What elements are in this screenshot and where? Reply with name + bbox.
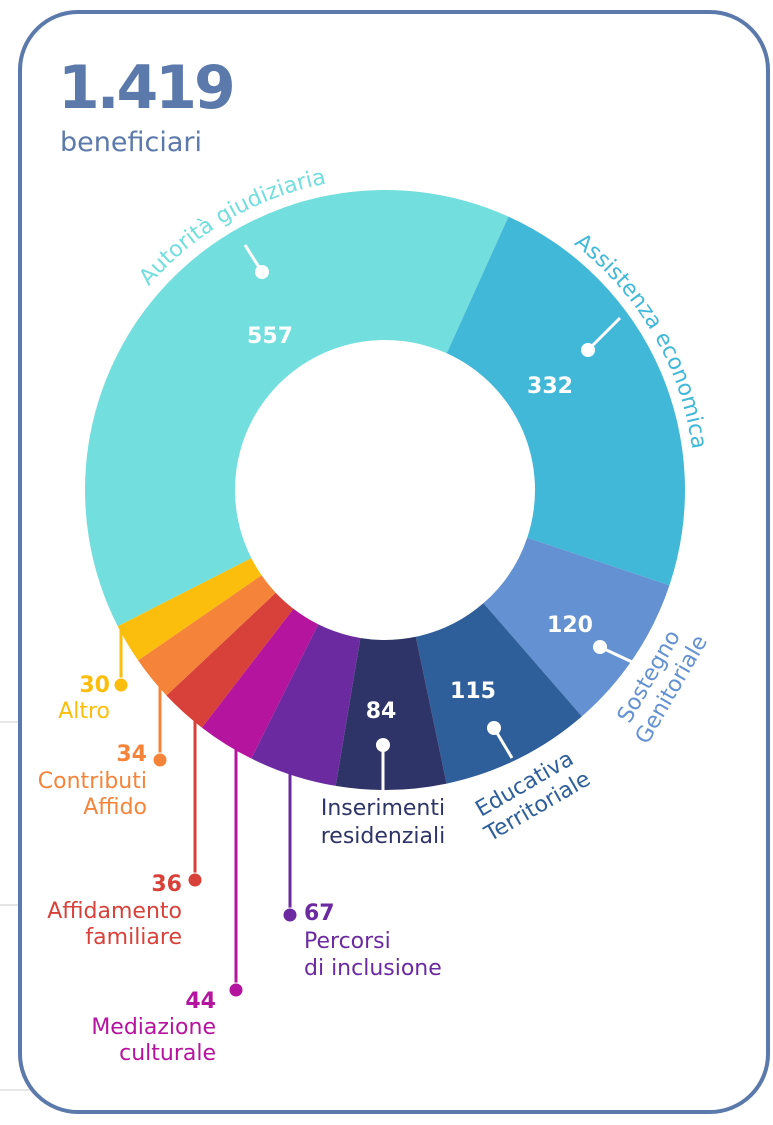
leader-dot bbox=[228, 982, 244, 998]
value-label: 44 bbox=[185, 989, 216, 1014]
value-label: 36 bbox=[151, 872, 182, 897]
value-label: 120 bbox=[547, 613, 593, 638]
donut-segment bbox=[251, 624, 361, 786]
donut-segment bbox=[446, 216, 686, 586]
category-label: Contributi Affido bbox=[38, 769, 147, 820]
leader-dot bbox=[376, 738, 390, 752]
leader-dot bbox=[113, 677, 129, 693]
category-label: Inserimenti residenziali bbox=[321, 796, 445, 849]
category-label: Mediazione culturale bbox=[91, 1015, 216, 1066]
donut-segment bbox=[166, 592, 294, 728]
value-label: 332 bbox=[527, 374, 573, 399]
category-label: Affidamento familiare bbox=[47, 899, 182, 950]
total-caption: beneficiari bbox=[60, 127, 202, 158]
donut-segment bbox=[84, 189, 509, 627]
leader-line bbox=[586, 316, 622, 352]
donut-segment bbox=[335, 636, 447, 791]
value-label: 115 bbox=[450, 679, 496, 704]
donut-segment bbox=[117, 558, 262, 661]
value-label: 557 bbox=[247, 324, 293, 349]
category-label: Altro bbox=[58, 699, 110, 724]
leader-dot bbox=[593, 640, 607, 654]
category-label: Percorsi di inclusione bbox=[304, 929, 442, 981]
leader-dot bbox=[487, 721, 501, 735]
value-label: 67 bbox=[304, 901, 335, 926]
total: 1.419 bbox=[58, 53, 233, 123]
leader-dot bbox=[255, 265, 269, 279]
leader-dot bbox=[187, 872, 203, 888]
leader-dot bbox=[581, 343, 595, 357]
leader-dot bbox=[282, 907, 298, 923]
donut-segment bbox=[415, 603, 582, 784]
value-label: 30 bbox=[79, 673, 110, 698]
donut-segment bbox=[483, 537, 670, 717]
donut-segment bbox=[201, 608, 319, 759]
value-label: 34 bbox=[116, 742, 147, 767]
value-label: 84 bbox=[366, 699, 397, 724]
leader-dot bbox=[152, 752, 168, 768]
donut-segment bbox=[138, 575, 276, 696]
